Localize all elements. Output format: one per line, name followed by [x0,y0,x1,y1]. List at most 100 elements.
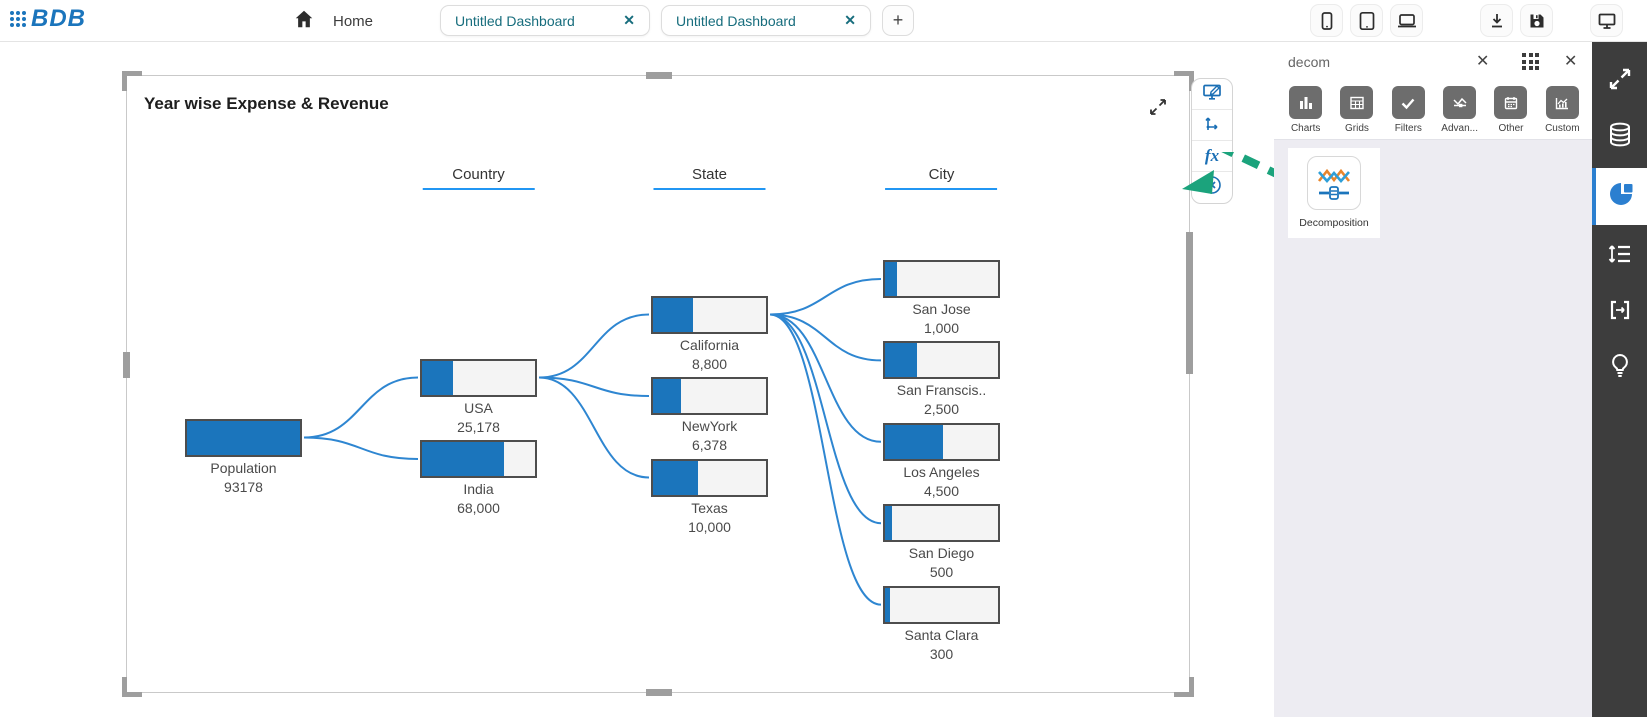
pie-chart-icon [1609,181,1635,212]
node-bar[interactable] [420,358,537,397]
download-button[interactable] [1480,4,1513,37]
decomposition-widget-tile[interactable]: Decomposition [1288,148,1380,238]
category-label: Advan... [1441,123,1478,134]
tree-link-usa-texas [538,376,650,479]
decomposition-widget-card[interactable]: Year wise Expense & Revenue Country State… [122,71,1194,697]
swap-data-button[interactable] [1592,287,1647,337]
save-button[interactable] [1520,4,1553,37]
edit-design-icon [1202,83,1222,106]
node-value: 6,378 [691,437,728,453]
resize-handle-bottom-right[interactable] [1174,677,1194,697]
monitor-icon [1597,12,1617,30]
home-icon [293,8,315,35]
home-button[interactable]: Home [293,8,373,35]
node-bar[interactable] [651,377,768,415]
resize-handle-bottom-left[interactable] [122,677,142,697]
node-label: Population [210,459,277,476]
tree-link-usa-newyork [538,376,650,397]
category-label: Charts [1290,123,1321,134]
tablet-preview-button[interactable] [1350,4,1383,37]
design-canvas: Year wise Expense & Revenue Country State… [0,42,1647,717]
maximize-widget-icon[interactable] [1149,98,1167,121]
category-custom[interactable]: Custom [1537,86,1588,139]
layer-order-button[interactable] [1592,231,1647,281]
resize-handle-left[interactable] [123,352,130,378]
phone-preview-button[interactable] [1310,4,1343,37]
clear-search-icon[interactable]: ✕ [1476,53,1490,70]
decomposition-icon [1307,156,1361,210]
widgets-panel-button-active[interactable] [1592,168,1647,225]
node-value: 93178 [224,478,263,495]
right-sidebar [1592,42,1647,717]
measure-axes-button[interactable] [1192,110,1232,141]
node-fill [885,506,892,541]
tree-node-population[interactable]: Population 93178 [185,418,302,495]
node-bar[interactable] [883,341,1000,380]
resize-handle-top[interactable] [646,72,672,79]
tablet-icon [1357,11,1377,31]
close-panel-icon[interactable]: ✕ [1564,53,1578,70]
category-grids[interactable]: Grids [1331,86,1382,139]
node-bar[interactable] [883,422,1000,461]
monitor-preview-button[interactable] [1590,4,1623,37]
resize-handle-top-left[interactable] [122,71,142,91]
database-icon [1607,121,1633,154]
tree-node-india[interactable]: India 68,000 [420,440,537,516]
tab-untitled-dashboard-2[interactable]: Untitled Dashboard ✕ [661,5,871,36]
tab-close-icon[interactable]: ✕ [844,12,856,28]
node-fill [653,379,682,413]
tree-node-san-jose[interactable]: San Jose 1,000 [883,260,1000,336]
category-advanced[interactable]: Advan... [1434,86,1485,139]
formula-fx-button[interactable]: fx [1192,141,1232,172]
tab-label: Untitled Dashboard [455,12,575,29]
tree-node-santa-clara[interactable]: Santa Clara 300 [883,585,1000,662]
data-source-button[interactable] [1592,112,1647,162]
expand-sidebar-button[interactable] [1592,56,1647,106]
node-fill [885,262,898,296]
grid-view-icon[interactable] [1522,53,1539,70]
tab-close-icon[interactable]: ✕ [623,12,635,28]
tree-node-newyork[interactable]: NewYork 6,378 [651,377,768,453]
node-bar[interactable] [651,295,768,334]
dashboard-tabs: Untitled Dashboard ✕ Untitled Dashboard … [440,5,914,36]
resize-handle-right[interactable] [1186,232,1193,374]
node-bar[interactable] [883,260,1000,298]
tree-node-texas[interactable]: Texas 10,000 [651,458,768,535]
node-value: 10,000 [688,518,731,535]
node-label: Texas [691,499,728,516]
category-filters[interactable]: Filters [1383,86,1434,139]
home-label: Home [333,13,374,30]
node-fill [422,360,453,395]
node-label: NewYork [681,418,738,434]
category-other[interactable]: Other [1485,86,1536,139]
calendar-icon [1494,86,1528,119]
category-charts[interactable]: Charts [1280,86,1331,139]
node-label: India [463,481,494,497]
tree-node-los-angeles[interactable]: Los Angeles 4,500 [883,422,1000,499]
category-label: Custom [1545,123,1580,134]
tab-untitled-dashboard-1[interactable]: Untitled Dashboard ✕ [440,5,650,36]
tree-node-san-francisco[interactable]: San Franscis.. 2,500 [883,341,1000,417]
tree-node-san-diego[interactable]: San Diego 500 [883,504,1000,580]
resize-handle-bottom[interactable] [646,689,672,696]
tree-link-usa-california [538,313,650,379]
insights-button[interactable] [1592,343,1647,393]
node-bar[interactable] [651,458,768,497]
node-bar[interactable] [185,418,302,457]
node-bar[interactable] [883,504,1000,543]
remove-widget-button[interactable] [1192,172,1232,203]
node-bar[interactable] [420,440,537,478]
node-bar[interactable] [883,585,1000,624]
tree-link-california-los-angeles [769,313,882,443]
node-fill [885,343,917,378]
grid-table-icon [1340,86,1374,119]
laptop-preview-button[interactable] [1390,4,1423,37]
edit-widget-button[interactable] [1192,79,1232,110]
widget-search-input[interactable] [1288,54,1468,70]
resize-handle-top-right[interactable] [1174,71,1194,91]
new-tab-button[interactable]: + [882,5,914,36]
tree-node-california[interactable]: California 8,800 [651,295,768,372]
tree-node-usa[interactable]: USA 25,178 [420,358,537,435]
decomposition-tree: Country State City Population 93178 USA 25,17… [127,76,1189,692]
tree-link-population-india [303,436,419,460]
